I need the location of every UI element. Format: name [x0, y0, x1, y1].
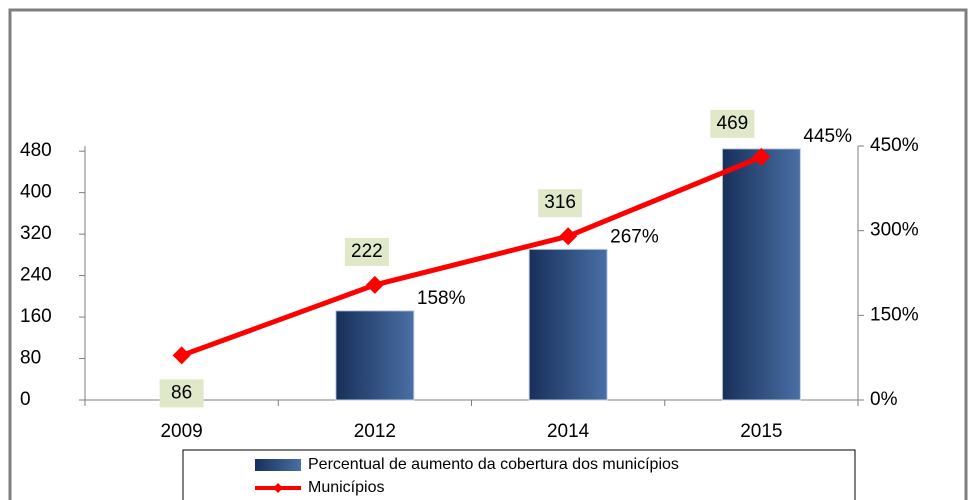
legend-box	[182, 449, 856, 500]
x-tick-label: 2012	[354, 421, 396, 442]
y2-tick-label: 150%	[870, 304, 919, 325]
line	[180, 154, 763, 358]
bar	[335, 310, 415, 401]
line-marker	[752, 147, 771, 166]
y-tick-label: 480	[20, 140, 52, 161]
y2-tick-label: 450%	[870, 135, 919, 156]
line-marker	[172, 346, 191, 365]
y-tick-label: 80	[20, 348, 41, 369]
bar-value-label: 158%	[417, 288, 466, 309]
line-value-label: 469	[717, 113, 749, 134]
x-tick-label: 2009	[160, 421, 202, 442]
line-value-label: 222	[351, 241, 383, 262]
value-label-bg	[710, 109, 755, 138]
value-label-bg	[344, 237, 389, 266]
y-tick-label: 400	[20, 182, 52, 203]
x-tick-label: 2014	[547, 421, 590, 442]
bar	[528, 248, 608, 401]
y2-tick-label: 300%	[870, 220, 919, 241]
value-label-bg	[159, 379, 204, 408]
legend-marker	[273, 483, 283, 493]
legend-label: Percentual de aumento da cobertura dos m…	[308, 456, 679, 473]
value-label-bg	[538, 189, 583, 218]
y-tick-label: 0	[20, 389, 31, 410]
x-tick-label: 2015	[740, 421, 782, 442]
y-tick-label: 320	[20, 223, 52, 244]
y-tick-label: 160	[20, 306, 52, 327]
y2-tick-label: 0%	[870, 389, 898, 410]
legend-label: Municípios	[308, 479, 384, 496]
line-value-label: 316	[544, 192, 576, 213]
y-tick-label: 240	[20, 265, 52, 286]
bar	[721, 148, 801, 401]
frame	[8, 8, 968, 500]
line-value-label: 86	[171, 382, 192, 403]
line-marker	[365, 275, 384, 294]
bar-value-label: 445%	[803, 126, 852, 147]
legend-swatch	[255, 459, 301, 471]
bar-value-label: 267%	[610, 226, 659, 247]
line-marker	[559, 227, 578, 246]
